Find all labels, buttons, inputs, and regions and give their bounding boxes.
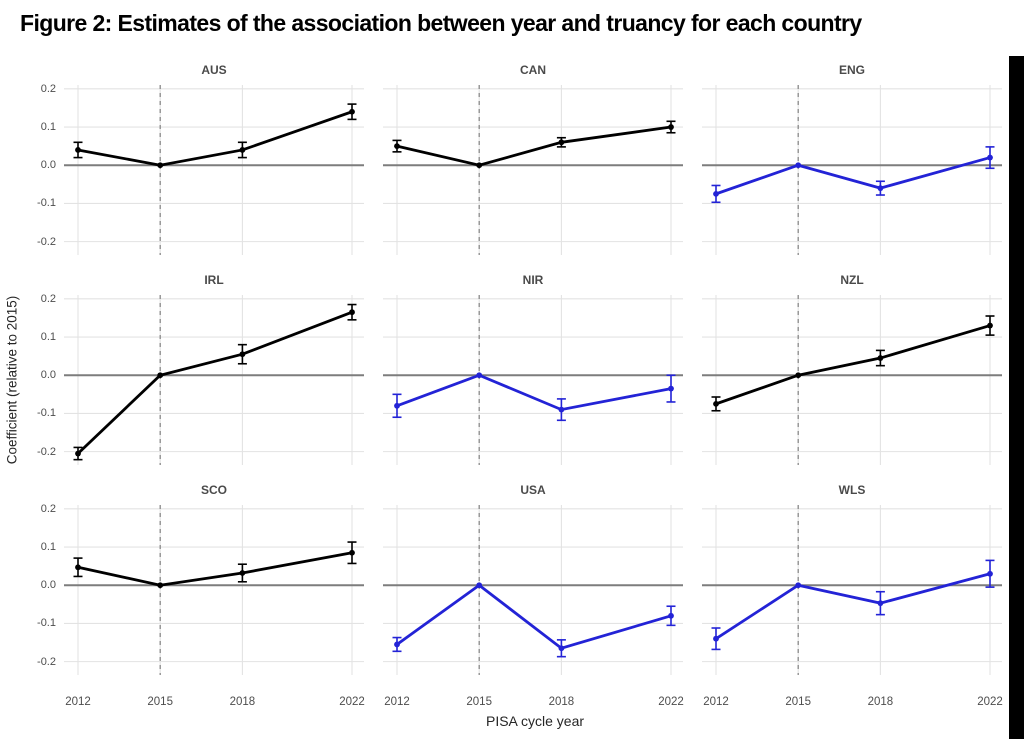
facet-strip-usa: USA (520, 483, 546, 497)
data-point (668, 612, 674, 619)
series-line (715, 156, 991, 196)
data-point (239, 147, 246, 153)
series-line (77, 310, 353, 455)
x-tick-label: 2012 (703, 696, 729, 708)
y-tick-label: -0.1 (37, 407, 56, 420)
x-tick-label: 2012 (384, 696, 410, 708)
facet-panel-irl (64, 295, 364, 465)
data-point (558, 139, 565, 146)
facet-strip-sco: SCO (200, 483, 227, 497)
data-point (239, 570, 246, 576)
y-tick-label: -0.2 (37, 655, 56, 668)
y-tick-label: -0.2 (37, 235, 56, 248)
series-line (396, 373, 672, 412)
data-point (75, 564, 81, 571)
y-tick-label: 0.2 (40, 502, 56, 515)
data-point (795, 372, 802, 379)
facet-strip-nzl: NZL (840, 273, 864, 287)
data-point (713, 635, 719, 642)
data-point (668, 124, 674, 130)
facet-panel-sco (64, 505, 364, 675)
y-tick-label: 0.1 (40, 541, 56, 554)
data-point (795, 582, 802, 589)
data-point (987, 570, 993, 577)
x-tick-label: 2022 (658, 696, 684, 708)
data-point (476, 162, 483, 169)
x-tick-label: 2018 (548, 696, 575, 708)
x-tick-label: 2015 (466, 696, 492, 708)
data-point (75, 147, 81, 153)
data-point (75, 450, 81, 457)
data-point (877, 185, 884, 192)
data-point (476, 372, 483, 379)
figure-title: Figure 2: Estimates of the association b… (20, 10, 862, 36)
facet-strip-aus: AUS (201, 63, 227, 77)
x-axis-title: PISA cycle year (485, 713, 585, 729)
data-point (394, 641, 400, 648)
data-point (349, 309, 355, 316)
facet-panel-usa (383, 505, 683, 675)
data-point (877, 355, 884, 361)
facet-strip-irl: IRL (204, 273, 224, 287)
facet-panel-can (383, 85, 683, 255)
data-point (987, 322, 993, 329)
data-point (558, 645, 565, 652)
data-point (877, 600, 884, 607)
data-point (157, 372, 164, 379)
facet-panel-nir (383, 295, 683, 465)
y-tick-label: -0.1 (37, 197, 56, 210)
facet-panel-eng (702, 85, 1002, 255)
y-tick-label: 0.2 (40, 292, 56, 305)
y-tick-label: 0.2 (40, 82, 56, 95)
window-edge-strip (1009, 56, 1024, 739)
x-tick-label: 2012 (65, 696, 91, 708)
series-line (77, 551, 353, 587)
data-point (795, 162, 802, 169)
data-point (668, 385, 674, 392)
series-line (396, 125, 672, 167)
y-tick-label: 0.0 (40, 579, 56, 592)
data-point (713, 190, 719, 197)
facet-panel-aus (64, 85, 364, 255)
facet-strip-can: CAN (520, 63, 546, 77)
data-point (558, 406, 565, 413)
series-line (77, 110, 353, 167)
facet-strip-eng: ENG (838, 63, 865, 77)
data-point (349, 108, 355, 115)
data-point (713, 400, 719, 407)
data-point (987, 154, 993, 161)
facet-strip-wls: WLS (838, 483, 866, 497)
facet-panel-wls (702, 505, 1002, 675)
y-tick-label: -0.1 (37, 617, 56, 630)
y-tick-label: 0.0 (40, 159, 56, 172)
series-line (715, 572, 991, 640)
x-tick-label: 2022 (977, 696, 1003, 708)
data-point (394, 402, 400, 409)
y-tick-label: -0.2 (37, 445, 56, 458)
data-point (394, 143, 400, 150)
x-tick-label: 2015 (785, 696, 811, 708)
x-tick-label: 2015 (147, 696, 173, 708)
x-tick-label: 2018 (229, 696, 256, 708)
data-point (349, 549, 355, 556)
x-tick-label: 2018 (867, 696, 894, 708)
y-tick-label: 0.1 (40, 121, 56, 134)
facet-panel-nzl (702, 295, 1002, 465)
data-point (239, 351, 246, 358)
series-line (396, 583, 672, 650)
y-tick-label: 0.0 (40, 369, 56, 382)
facet-strip-nir: NIR (522, 273, 544, 287)
x-tick-label: 2022 (339, 696, 365, 708)
y-axis-title: Coefficient (relative to 2015) (4, 295, 20, 465)
series-line (715, 324, 991, 406)
data-point (157, 582, 164, 589)
data-point (157, 162, 164, 169)
y-tick-label: 0.1 (40, 331, 56, 344)
data-point (476, 582, 483, 589)
